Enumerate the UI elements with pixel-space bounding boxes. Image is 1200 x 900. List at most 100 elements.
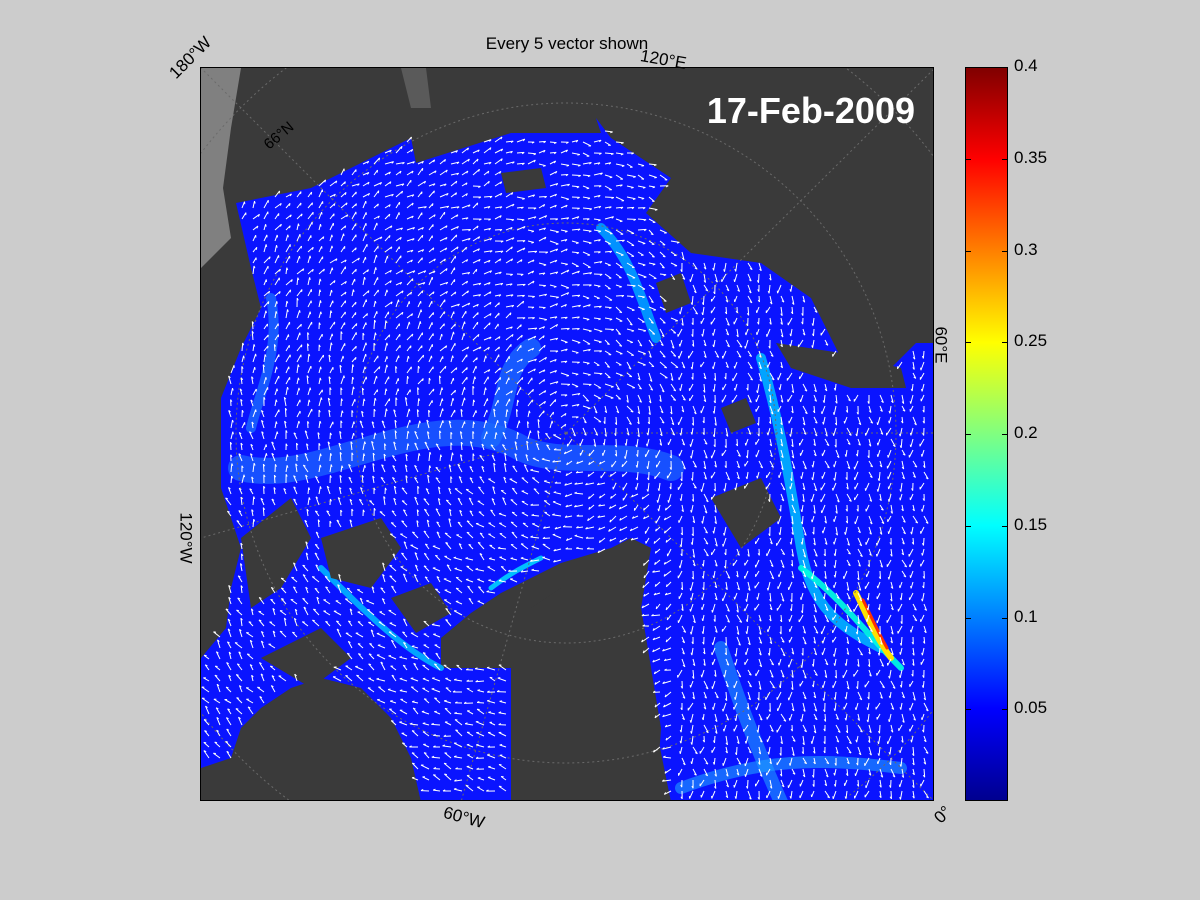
velocity-vector	[392, 465, 397, 473]
velocity-vector	[217, 639, 221, 649]
velocity-vector-head	[855, 453, 858, 457]
velocity-vector-head	[411, 645, 415, 647]
velocity-vector-head	[240, 563, 243, 566]
velocity-vector-head	[598, 139, 602, 143]
velocity-vector	[466, 688, 474, 693]
velocity-vector-head	[423, 180, 427, 184]
velocity-vector-head	[542, 335, 545, 339]
velocity-vector-head	[757, 321, 760, 325]
velocity-vector	[912, 460, 918, 468]
velocity-vector	[890, 548, 893, 557]
velocity-vector-head	[378, 366, 381, 370]
velocity-vector	[318, 311, 322, 319]
velocity-vector	[857, 537, 863, 547]
velocity-vector	[443, 700, 452, 704]
velocity-vector-head	[705, 542, 709, 545]
velocity-vector-head	[344, 291, 347, 295]
velocity-vector	[395, 201, 401, 209]
velocity-vector-head	[681, 257, 685, 261]
velocity-vector-head	[544, 196, 547, 199]
velocity-vector	[802, 427, 807, 435]
velocity-vector	[692, 262, 698, 270]
velocity-vector	[384, 204, 391, 209]
velocity-vector-head	[249, 639, 253, 643]
velocity-vector-head	[457, 497, 461, 500]
velocity-vector-head	[402, 162, 405, 165]
velocity-vector	[380, 661, 386, 671]
velocity-vector-head	[682, 696, 686, 699]
velocity-vector-head	[390, 700, 393, 702]
velocity-vector	[609, 504, 617, 510]
velocity-vector	[681, 647, 685, 655]
velocity-vector-head	[501, 566, 504, 568]
velocity-vector	[483, 336, 492, 341]
velocity-vector	[533, 488, 540, 495]
velocity-vector	[659, 438, 663, 446]
velocity-vector-head	[826, 620, 829, 623]
velocity-vector	[373, 311, 378, 319]
velocity-vector	[679, 559, 683, 569]
velocity-vector-head	[768, 709, 771, 712]
velocity-vector-head	[734, 487, 737, 491]
velocity-vector-head	[273, 474, 277, 478]
velocity-vector-head	[467, 585, 471, 588]
velocity-vector	[615, 163, 625, 167]
velocity-vector-head	[467, 302, 471, 306]
velocity-vector-head	[565, 141, 569, 144]
velocity-vector	[373, 277, 379, 286]
velocity-vector-head	[653, 671, 656, 675]
velocity-vector-head	[705, 500, 709, 503]
velocity-vector	[780, 559, 785, 568]
velocity-vector-head	[289, 203, 291, 206]
velocity-vector-head	[746, 706, 750, 710]
velocity-vector-head	[227, 708, 231, 711]
velocity-vector-head	[662, 355, 666, 358]
velocity-vector	[423, 698, 430, 704]
velocity-vector	[680, 537, 683, 547]
velocity-vector-head	[588, 230, 592, 233]
velocity-vector-head	[632, 285, 636, 288]
velocity-vector-head	[599, 495, 601, 499]
velocity-vector-head	[870, 629, 873, 633]
velocity-vector-head	[857, 621, 860, 625]
velocity-vector-head	[476, 701, 480, 703]
velocity-vector-head	[737, 289, 740, 292]
velocity-vector-head	[445, 291, 448, 294]
velocity-vector	[703, 284, 709, 292]
velocity-vector-head	[555, 183, 559, 186]
velocity-vector	[662, 680, 672, 684]
velocity-vector-head	[417, 387, 420, 390]
velocity-vector	[755, 394, 760, 403]
velocity-vector	[789, 614, 793, 622]
velocity-vector-head	[433, 258, 436, 262]
velocity-vector-head	[520, 570, 524, 573]
velocity-vector	[307, 497, 310, 506]
velocity-vector	[225, 608, 232, 616]
velocity-vector	[626, 163, 633, 168]
velocity-vector-head	[703, 376, 707, 380]
velocity-vector	[417, 378, 424, 385]
velocity-vector-head	[268, 256, 271, 260]
velocity-vector-head	[240, 377, 244, 381]
velocity-vector-head	[768, 421, 772, 425]
velocity-vector-head	[442, 408, 444, 412]
velocity-vector	[923, 636, 926, 644]
velocity-vector-head	[683, 467, 686, 470]
velocity-vector-head	[228, 651, 232, 655]
velocity-vector	[315, 531, 320, 539]
velocity-vector-head	[363, 453, 366, 457]
velocity-vector	[648, 361, 655, 368]
velocity-vector	[406, 179, 412, 187]
velocity-vector	[901, 658, 905, 666]
velocity-vector-head	[669, 486, 672, 490]
velocity-vector-head	[567, 383, 571, 386]
velocity-vector	[652, 647, 661, 653]
velocity-vector-head	[481, 465, 485, 469]
velocity-vector	[734, 383, 738, 391]
velocity-vector	[679, 383, 683, 391]
velocity-vector-head	[435, 588, 438, 590]
velocity-vector-head	[600, 172, 603, 176]
velocity-vector	[318, 421, 321, 429]
velocity-vector	[746, 614, 749, 622]
velocity-vector	[566, 460, 573, 466]
